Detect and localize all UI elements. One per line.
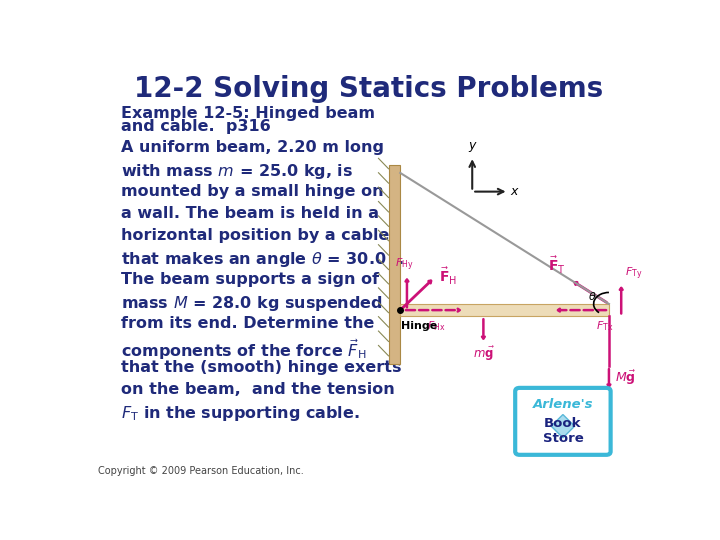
Text: 12-2 Solving Statics Problems: 12-2 Solving Statics Problems — [135, 75, 603, 103]
Text: with mass $m$ = 25.0 kg, is: with mass $m$ = 25.0 kg, is — [121, 161, 353, 181]
Text: $y$: $y$ — [469, 140, 478, 154]
Text: horizontal position by a cable: horizontal position by a cable — [121, 228, 389, 243]
Text: mounted by a small hinge on: mounted by a small hinge on — [121, 184, 383, 199]
Text: that makes an angle $\theta$ = 30.0$^\circ$.: that makes an angle $\theta$ = 30.0$^\ci… — [121, 250, 403, 269]
Bar — [389, 165, 400, 364]
Text: $x$: $x$ — [510, 185, 520, 198]
Text: and cable.  p316: and cable. p316 — [121, 119, 271, 134]
FancyBboxPatch shape — [516, 388, 611, 455]
Text: $F_{\rm Tx}$: $F_{\rm Tx}$ — [595, 319, 613, 333]
Text: $F_{\rm Hy}$: $F_{\rm Hy}$ — [395, 256, 414, 273]
Text: $F_{\rm Ty}$: $F_{\rm Ty}$ — [624, 266, 642, 282]
Text: $\theta$: $\theta$ — [588, 291, 596, 302]
Text: $M\vec{\mathbf{g}}$: $M\vec{\mathbf{g}}$ — [615, 368, 636, 387]
Text: Store: Store — [543, 432, 583, 445]
Text: mass $M$ = 28.0 kg suspended: mass $M$ = 28.0 kg suspended — [121, 294, 382, 313]
Text: components of the force $\vec{F}_{\rm H}$: components of the force $\vec{F}_{\rm H}… — [121, 338, 366, 362]
Polygon shape — [552, 415, 575, 438]
Bar — [400, 304, 609, 316]
Text: on the beam,  and the tension: on the beam, and the tension — [121, 382, 395, 397]
Text: Arlene's: Arlene's — [533, 398, 593, 411]
Text: Copyright © 2009 Pearson Education, Inc.: Copyright © 2009 Pearson Education, Inc. — [99, 465, 304, 476]
Text: $F_{\rm Hx}$: $F_{\rm Hx}$ — [427, 319, 446, 333]
Text: $\vec{\mathbf{F}}_{\rm H}$: $\vec{\mathbf{F}}_{\rm H}$ — [439, 266, 457, 287]
Text: Hinge: Hinge — [401, 321, 438, 330]
Text: $F_{\rm T}$ in the supporting cable.: $F_{\rm T}$ in the supporting cable. — [121, 404, 359, 423]
Text: that the (smooth) hinge exerts: that the (smooth) hinge exerts — [121, 360, 401, 375]
Text: Book: Book — [544, 417, 582, 430]
Text: from its end. Determine the: from its end. Determine the — [121, 316, 374, 331]
Text: A uniform beam, 2.20 m long: A uniform beam, 2.20 m long — [121, 140, 384, 154]
Text: The beam supports a sign of: The beam supports a sign of — [121, 272, 379, 287]
Text: $m\vec{\mathbf{g}}$: $m\vec{\mathbf{g}}$ — [472, 346, 494, 363]
Text: $\vec{\mathbf{F}}_{\rm T}$: $\vec{\mathbf{F}}_{\rm T}$ — [549, 254, 566, 275]
Text: Example 12-5: Hinged beam: Example 12-5: Hinged beam — [121, 106, 374, 122]
Text: a wall. The beam is held in a: a wall. The beam is held in a — [121, 206, 379, 221]
